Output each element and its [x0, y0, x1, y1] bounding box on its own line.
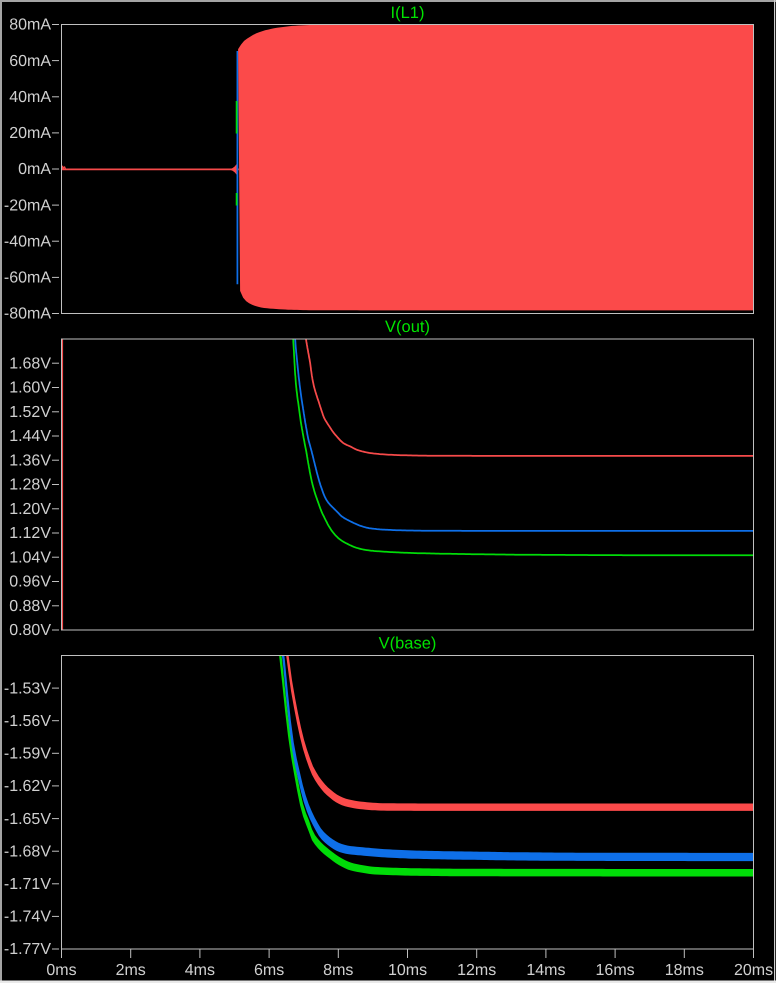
svg-text:-40mA: -40mA [4, 233, 51, 250]
svg-text:2ms: 2ms [116, 962, 146, 979]
svg-text:-1.65V: -1.65V [4, 811, 51, 828]
svg-text:V(base): V(base) [379, 635, 437, 653]
svg-text:-20mA: -20mA [4, 197, 51, 214]
svg-text:16ms: 16ms [596, 962, 635, 979]
svg-text:-1.59V: -1.59V [4, 746, 51, 763]
svg-text:-1.71V: -1.71V [4, 876, 51, 893]
svg-text:-1.62V: -1.62V [4, 778, 51, 795]
svg-text:-1.68V: -1.68V [4, 843, 51, 860]
svg-text:1.04V: 1.04V [9, 550, 51, 567]
svg-text:12ms: 12ms [457, 962, 496, 979]
svg-text:-80mA: -80mA [4, 306, 51, 323]
svg-text:1.60V: 1.60V [9, 380, 51, 397]
svg-text:-1.53V: -1.53V [4, 680, 51, 697]
svg-text:18ms: 18ms [665, 962, 704, 979]
svg-text:1.36V: 1.36V [9, 452, 51, 469]
svg-text:1.44V: 1.44V [9, 428, 51, 445]
svg-text:-60mA: -60mA [4, 270, 51, 287]
svg-text:1.20V: 1.20V [9, 501, 51, 518]
svg-text:20ms: 20ms [734, 962, 773, 979]
svg-text:6ms: 6ms [254, 962, 284, 979]
svg-text:1.12V: 1.12V [9, 525, 51, 542]
svg-text:20mA: 20mA [9, 125, 51, 142]
svg-text:-1.56V: -1.56V [4, 713, 51, 730]
svg-text:4ms: 4ms [185, 962, 215, 979]
svg-text:1.52V: 1.52V [9, 404, 51, 421]
svg-text:8ms: 8ms [323, 962, 353, 979]
svg-text:0mA: 0mA [18, 161, 51, 178]
svg-text:0ms: 0ms [46, 962, 76, 979]
svg-text:0.88V: 0.88V [9, 598, 51, 615]
svg-text:0.80V: 0.80V [9, 622, 51, 639]
svg-text:80mA: 80mA [9, 17, 51, 34]
svg-text:60mA: 60mA [9, 53, 51, 70]
svg-text:0.96V: 0.96V [9, 574, 51, 591]
svg-text:-1.77V: -1.77V [4, 941, 51, 958]
svg-text:10ms: 10ms [388, 962, 427, 979]
svg-text:V(out): V(out) [385, 318, 430, 336]
svg-text:1.28V: 1.28V [9, 477, 51, 494]
svg-text:-1.74V: -1.74V [4, 909, 51, 926]
svg-text:40mA: 40mA [9, 89, 51, 106]
svg-text:I(L1): I(L1) [391, 4, 425, 22]
svg-text:14ms: 14ms [526, 962, 565, 979]
svg-text:1.68V: 1.68V [9, 355, 51, 372]
